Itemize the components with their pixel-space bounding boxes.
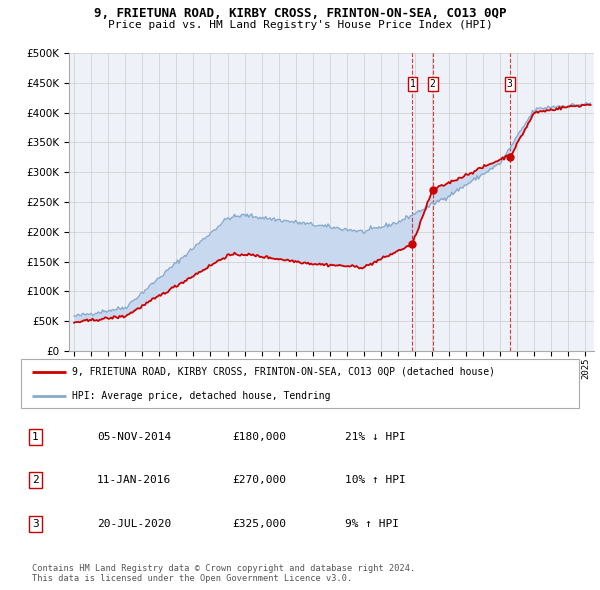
Text: £325,000: £325,000 [232,519,286,529]
Text: 05-NOV-2014: 05-NOV-2014 [97,432,171,442]
Text: 2: 2 [430,79,436,89]
Text: HPI: Average price, detached house, Tendring: HPI: Average price, detached house, Tend… [71,391,330,401]
Text: 9, FRIETUNA ROAD, KIRBY CROSS, FRINTON-ON-SEA, CO13 0QP: 9, FRIETUNA ROAD, KIRBY CROSS, FRINTON-O… [94,7,506,20]
Text: 1: 1 [32,432,39,442]
Text: 9% ↑ HPI: 9% ↑ HPI [345,519,399,529]
Text: 10% ↑ HPI: 10% ↑ HPI [345,476,406,486]
Text: 2: 2 [32,476,39,486]
Text: 20-JUL-2020: 20-JUL-2020 [97,519,171,529]
Text: 9, FRIETUNA ROAD, KIRBY CROSS, FRINTON-ON-SEA, CO13 0QP (detached house): 9, FRIETUNA ROAD, KIRBY CROSS, FRINTON-O… [71,367,494,377]
Text: 3: 3 [507,79,512,89]
Text: £180,000: £180,000 [232,432,286,442]
Text: 21% ↓ HPI: 21% ↓ HPI [345,432,406,442]
Text: £270,000: £270,000 [232,476,286,486]
Text: Contains HM Land Registry data © Crown copyright and database right 2024.
This d: Contains HM Land Registry data © Crown c… [32,563,415,583]
Text: 1: 1 [409,79,415,89]
FancyBboxPatch shape [21,359,579,408]
Text: Price paid vs. HM Land Registry's House Price Index (HPI): Price paid vs. HM Land Registry's House … [107,20,493,30]
Text: 3: 3 [32,519,39,529]
Text: 11-JAN-2016: 11-JAN-2016 [97,476,171,486]
